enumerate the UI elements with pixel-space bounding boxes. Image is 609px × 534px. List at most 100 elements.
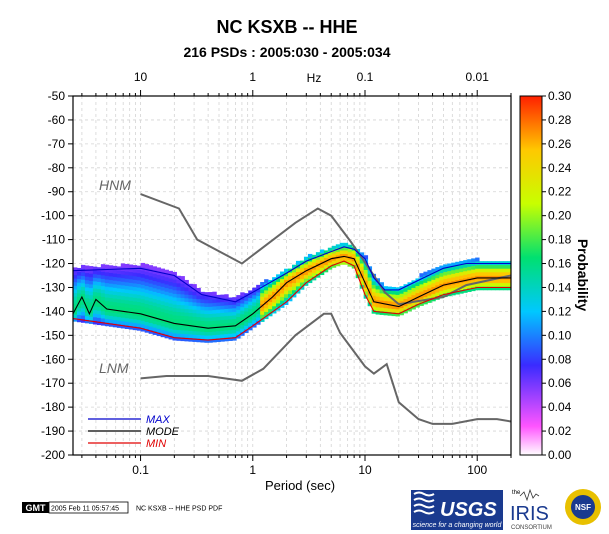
heatmap-cell xyxy=(120,284,126,289)
heatmap-cell xyxy=(176,290,181,295)
heatmap-cell xyxy=(280,296,285,301)
heatmap-cell xyxy=(252,323,257,328)
heatmap-cell xyxy=(503,279,508,284)
heatmap-cell xyxy=(319,267,325,272)
heatmap-cell xyxy=(363,273,369,278)
heatmap-cell xyxy=(307,261,313,266)
heatmap-cell xyxy=(248,301,253,306)
heatmap-cell xyxy=(295,282,301,287)
heatmap-cell xyxy=(307,275,313,280)
heatmap-cell xyxy=(379,282,384,287)
heatmap-cell xyxy=(164,323,169,328)
heatmap-cell xyxy=(507,271,511,276)
heatmap-cell xyxy=(100,300,106,305)
reference-curves xyxy=(140,193,511,425)
heatmap-cell xyxy=(455,268,460,273)
heatmap-cell xyxy=(208,324,213,329)
heatmap-cell xyxy=(491,279,496,284)
heatmap-cell xyxy=(419,294,424,299)
heatmap-cell xyxy=(248,311,253,316)
heatmap-cell xyxy=(359,263,365,268)
heatmap-cell xyxy=(76,307,82,312)
heatmap-cell xyxy=(315,259,321,264)
heatmap-cell xyxy=(116,273,122,278)
usgs-text: USGS xyxy=(440,499,497,521)
heatmap-cell xyxy=(148,286,154,291)
heatmap-cell xyxy=(323,261,329,266)
heatmap-cell xyxy=(276,281,281,286)
heatmap-cell xyxy=(224,301,229,306)
heatmap-cell xyxy=(188,298,193,303)
heatmap-cell xyxy=(359,270,365,275)
heatmap-cell xyxy=(148,308,154,313)
heatmap-cell xyxy=(200,291,205,296)
heatmap-cell xyxy=(88,305,94,310)
heatmap-cell xyxy=(204,310,209,315)
heatmap-cell xyxy=(112,280,118,285)
heatmap-cell xyxy=(148,311,154,316)
heatmap-cell xyxy=(168,321,173,326)
heatmap-cell xyxy=(88,291,94,296)
heatmap-cell xyxy=(339,242,345,247)
heatmap-cell xyxy=(224,333,229,338)
heatmap-cell xyxy=(168,306,173,311)
heatmap-cell xyxy=(236,313,241,318)
heatmap-cell xyxy=(260,307,265,312)
heatmap-cell xyxy=(216,298,221,303)
heatmap-cell xyxy=(407,296,412,301)
heatmap-cell xyxy=(172,332,177,337)
heatmap-cell xyxy=(120,320,126,325)
heatmap-cell xyxy=(164,334,169,339)
heatmap-cell xyxy=(375,296,380,301)
heatmap-cell xyxy=(252,298,257,303)
heatmap-cell xyxy=(467,284,472,289)
heatmap-cell xyxy=(367,277,373,282)
heatmap-cell xyxy=(168,285,173,290)
heatmap-cell xyxy=(423,271,428,276)
heatmap-cell xyxy=(288,286,293,291)
heatmap-cell xyxy=(136,294,142,299)
heatmap-cell xyxy=(331,260,337,265)
heatmap-cell xyxy=(120,324,126,329)
gmt-badge xyxy=(22,502,49,513)
heatmap-cell xyxy=(172,336,177,341)
heatmap-cell xyxy=(100,289,106,294)
y-tick-label: -180 xyxy=(41,400,65,414)
heatmap-cell xyxy=(196,302,201,307)
heatmap-cell xyxy=(144,289,150,294)
timestamp-box xyxy=(48,501,129,514)
heatmap-cell xyxy=(204,313,209,318)
heatmap-cell xyxy=(208,292,213,297)
heatmap-cell xyxy=(335,258,341,263)
heatmap-cell xyxy=(73,267,78,272)
heatmap-cell xyxy=(327,258,333,263)
heatmap-cell xyxy=(415,303,420,308)
heatmap-cell xyxy=(292,289,297,294)
heatmap-cell xyxy=(160,286,165,291)
heatmap-cell xyxy=(383,293,388,298)
heatmap-cell xyxy=(459,289,464,294)
heatmap-cell xyxy=(128,278,134,283)
heatmap-cell xyxy=(164,305,169,310)
heatmap-cell xyxy=(499,268,504,273)
heatmap-cell xyxy=(96,321,102,326)
heatmap-cell xyxy=(507,268,511,273)
heatmap-cell xyxy=(176,300,181,305)
heatmap-cell xyxy=(415,285,420,290)
heatmap-cell xyxy=(423,289,428,294)
heatmap-cell xyxy=(475,268,480,273)
heatmap-cell xyxy=(435,288,440,293)
heatmap-cell xyxy=(140,313,146,318)
heatmap-cell xyxy=(176,336,181,341)
heatmap-cell xyxy=(84,276,90,281)
heatmap-cell xyxy=(156,306,161,311)
heatmap-cell xyxy=(140,295,146,300)
heatmap-cell xyxy=(471,287,476,292)
heatmap-cell xyxy=(196,338,201,343)
heatmap-cell xyxy=(208,299,213,304)
legend-mode-label: MODE xyxy=(146,426,180,438)
heatmap-cell xyxy=(355,259,361,264)
heatmap-cell xyxy=(84,283,90,288)
hnm-curve xyxy=(140,193,511,306)
heatmap-cell xyxy=(224,326,229,331)
